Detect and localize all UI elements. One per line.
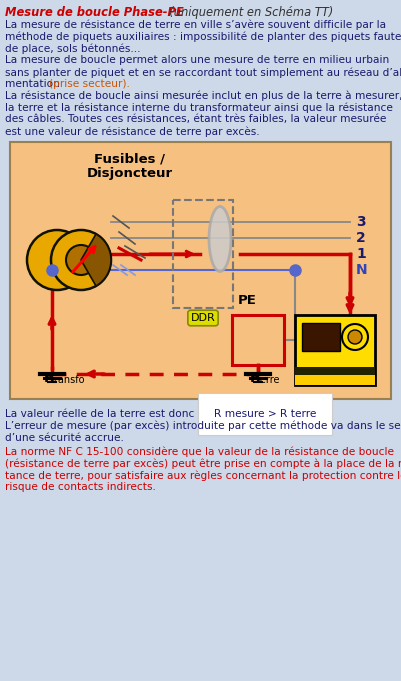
Text: des câbles. Toutes ces résistances, étant très faibles, la valeur mesurée: des câbles. Toutes ces résistances, étan… xyxy=(5,114,385,125)
Text: est une valeur de résistance de terre par excès.: est une valeur de résistance de terre pa… xyxy=(5,126,259,137)
Text: terre: terre xyxy=(256,375,280,385)
Text: d’une sécurité accrue.: d’une sécurité accrue. xyxy=(5,432,124,443)
Wedge shape xyxy=(81,234,111,286)
Circle shape xyxy=(341,324,367,350)
Text: R: R xyxy=(44,371,55,385)
Bar xyxy=(294,367,374,385)
Text: DDR: DDR xyxy=(190,313,215,323)
Text: La norme NF C 15-100 considère que la valeur de la résistance de boucle: La norme NF C 15-100 considère que la va… xyxy=(5,447,393,457)
Text: risque de contacts indirects.: risque de contacts indirects. xyxy=(5,481,156,492)
Bar xyxy=(10,142,390,399)
Ellipse shape xyxy=(209,206,231,272)
Bar xyxy=(294,375,374,385)
Text: L’erreur de mesure (par excès) introduite par cette méthode va dans le sens: L’erreur de mesure (par excès) introduit… xyxy=(5,421,401,431)
Text: tance de terre, pour satisfaire aux règles concernant la protection contre le: tance de terre, pour satisfaire aux règl… xyxy=(5,470,401,481)
Text: PE: PE xyxy=(237,294,256,307)
Bar xyxy=(294,315,374,385)
Text: La valeur réelle de la terre est donc inférieure :: La valeur réelle de la terre est donc in… xyxy=(5,409,259,419)
Text: La mesure de résistance de terre en ville s’avère souvent difficile par la: La mesure de résistance de terre en vill… xyxy=(5,20,385,31)
Text: 3: 3 xyxy=(355,215,365,229)
Text: (résistance de terre par excès) peut être prise en compte à la place de la résis: (résistance de terre par excès) peut êtr… xyxy=(5,458,401,469)
Text: 2: 2 xyxy=(355,231,365,245)
Text: transfo: transfo xyxy=(51,375,85,385)
Text: R mesure > R terre: R mesure > R terre xyxy=(213,409,315,419)
Text: méthode de piquets auxiliaires : impossibilité de planter des piquets faute: méthode de piquets auxiliaires : impossi… xyxy=(5,32,400,42)
Text: sans planter de piquet et en se raccordant tout simplement au réseau d’ali-: sans planter de piquet et en se raccorda… xyxy=(5,67,401,78)
Text: La résistance de boucle ainsi mesurée inclut en plus de la terre à mesurer,: La résistance de boucle ainsi mesurée in… xyxy=(5,91,401,101)
Bar xyxy=(172,200,233,308)
Text: 1: 1 xyxy=(355,247,365,261)
Circle shape xyxy=(347,330,361,344)
Bar xyxy=(301,323,339,351)
Bar xyxy=(231,315,283,365)
Text: (uniquement en Schéma TT): (uniquement en Schéma TT) xyxy=(162,6,332,19)
Text: la terre et la résistance interne du transformateur ainsi que la résistance: la terre et la résistance interne du tra… xyxy=(5,103,392,113)
Circle shape xyxy=(51,230,111,290)
Text: La mesure de boucle permet alors une mesure de terre en milieu urbain: La mesure de boucle permet alors une mes… xyxy=(5,55,388,65)
Circle shape xyxy=(27,230,87,290)
Text: mentation: mentation xyxy=(5,79,63,89)
Text: R: R xyxy=(249,371,260,385)
Text: Mesure de boucle Phase-PE: Mesure de boucle Phase-PE xyxy=(5,6,183,19)
Text: N: N xyxy=(355,263,367,277)
Text: (prise secteur).: (prise secteur). xyxy=(49,79,130,89)
Text: Fusibles /
Disjoncteur: Fusibles / Disjoncteur xyxy=(87,152,173,180)
Text: de place, sols bétonnés...: de place, sols bétonnés... xyxy=(5,44,140,54)
Circle shape xyxy=(66,245,96,275)
